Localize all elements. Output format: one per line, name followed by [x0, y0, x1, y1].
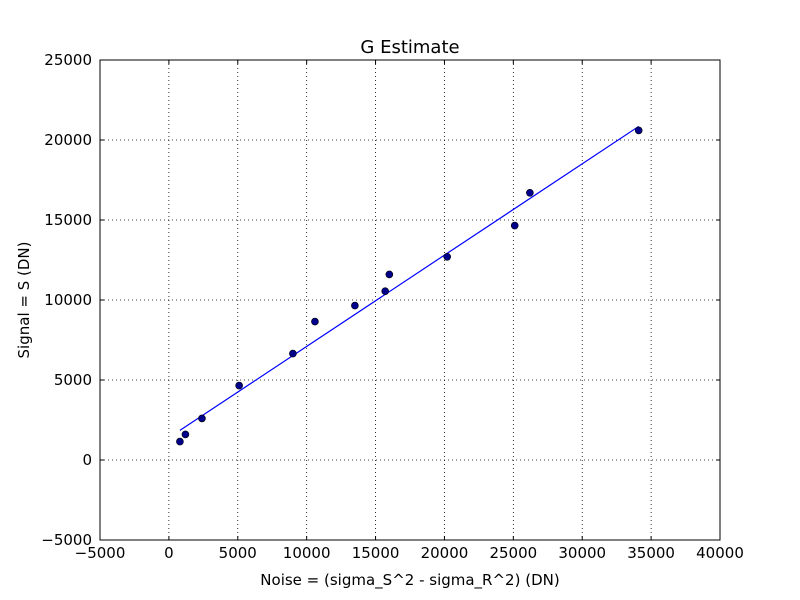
- y-tick-label: 5000: [54, 371, 92, 389]
- data-point: [510, 221, 519, 230]
- fit-line: [179, 125, 640, 431]
- x-tick-label: 20000: [421, 544, 469, 562]
- y-tick-label: 0: [82, 451, 92, 469]
- data-point: [176, 437, 184, 446]
- x-tick-labels: −5000 0 5000 10000 15000 20000 25000 30000 35000…: [75, 544, 744, 562]
- fit-line-layer: [179, 125, 640, 431]
- data-point: [526, 189, 534, 197]
- data-point: [385, 270, 394, 279]
- y-tick-label: 20000: [44, 131, 92, 149]
- data-points: [176, 126, 643, 446]
- x-tick-label: 5000: [219, 544, 257, 562]
- y-tick-label: 25000: [44, 51, 92, 69]
- data-point: [198, 414, 206, 423]
- data-point: [311, 317, 319, 326]
- x-tick-label: 30000: [558, 544, 606, 562]
- data-point: [443, 252, 452, 261]
- data-point: [181, 430, 190, 439]
- x-tick-label: 10000: [283, 544, 331, 562]
- x-tick-label: 35000: [627, 544, 675, 562]
- y-tick-label: 10000: [44, 291, 92, 309]
- y-axis-label: Signal = S (DN): [15, 242, 33, 359]
- axis-ticks: [99, 59, 721, 541]
- data-point: [634, 126, 643, 135]
- x-axis-label: Noise = (sigma_S^2 - sigma_R^2) (DN): [260, 571, 559, 590]
- y-tick-labels: −5000 0 5000 10000 15000 20000 25000: [41, 51, 92, 549]
- data-point: [289, 349, 297, 358]
- y-tick-label: −5000: [41, 531, 92, 549]
- x-tick-label: 40000: [696, 544, 744, 562]
- x-tick-label: 25000: [489, 544, 537, 562]
- y-tick-label: 15000: [44, 211, 92, 229]
- chart-title: G Estimate: [360, 37, 459, 58]
- data-point: [351, 301, 359, 310]
- data-point: [381, 287, 390, 296]
- x-tick-label: −5000: [75, 544, 126, 562]
- data-point: [235, 381, 243, 390]
- x-tick-label: 0: [164, 544, 174, 562]
- x-tick-label: 15000: [352, 544, 400, 562]
